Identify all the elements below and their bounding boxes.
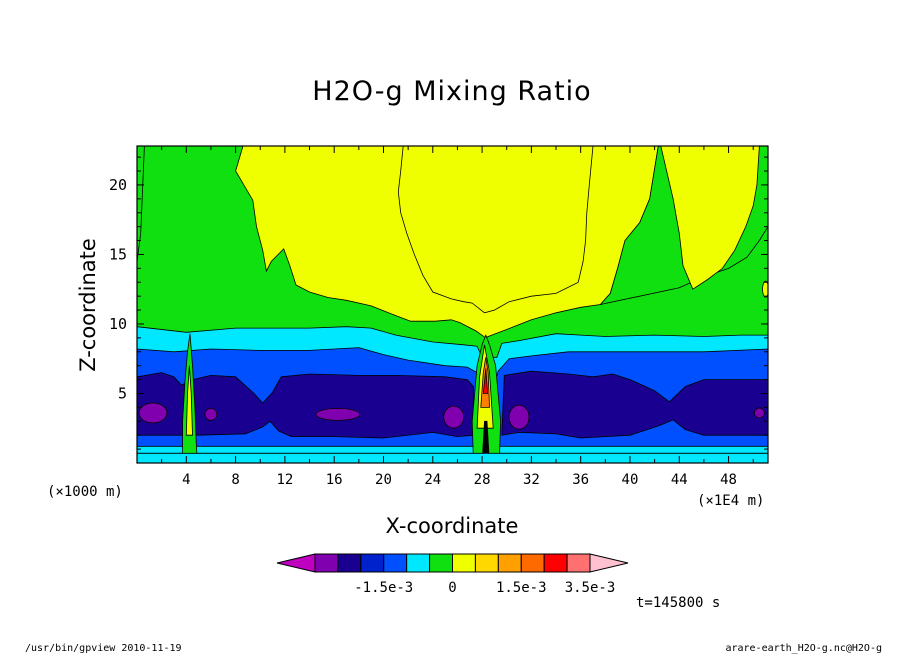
- time-label: t=145800 s: [636, 595, 721, 611]
- colorbar-box: [429, 553, 454, 573]
- x-tick-label: 24: [424, 472, 441, 488]
- purple-minimum-5: [508, 404, 530, 430]
- colorbar-tick-label: 1.5e-3: [496, 580, 547, 596]
- x-tick-label: 32: [523, 472, 540, 488]
- y-tick-label: 10: [109, 315, 127, 333]
- y-tick-label: 15: [109, 245, 127, 263]
- colorbar-box: [520, 553, 545, 573]
- x-tick-label: 4: [182, 472, 190, 488]
- cyan-floor: [137, 452, 768, 463]
- plot-frame: [136, 145, 769, 464]
- x-tick-label: 20: [375, 472, 392, 488]
- colorbar-box: [360, 553, 385, 573]
- purple-minimum-4: [443, 405, 465, 429]
- y-axis-unit: (×1E4 m): [697, 493, 765, 509]
- colorbar-tick-label: 3.5e-3: [565, 580, 616, 596]
- purple-minimum-3: [315, 407, 361, 421]
- colorbar-box: [383, 553, 408, 573]
- x-tick-label: 44: [671, 472, 688, 488]
- colorbar-box: [543, 553, 568, 573]
- colorbar-tick-label: 0: [448, 580, 456, 596]
- red-plume-center: [482, 368, 489, 394]
- y-axis-label: Z-coordinate: [76, 238, 100, 372]
- yellow-region-center: [397, 146, 594, 314]
- navy-core-left: [137, 372, 474, 439]
- purple-minimum-2: [204, 407, 218, 421]
- colorbar-box: [314, 553, 339, 573]
- x-tick-label: 16: [326, 472, 343, 488]
- yellow-region-right: [660, 146, 760, 290]
- dark-plume-center: [481, 420, 490, 463]
- colorbar-box: [406, 553, 431, 573]
- x-axis-unit: (×1000 m): [47, 484, 123, 500]
- colorbar-box: [337, 553, 362, 573]
- purple-minimum-6: [753, 407, 765, 419]
- colorbar-arrow-low: [276, 553, 316, 573]
- y-tick-label: 5: [118, 384, 127, 402]
- navy-core-right: [501, 370, 768, 439]
- colorbar-box: [452, 553, 476, 573]
- footer-right: arare-earth_H2O-g.nc@H2O-g: [725, 643, 882, 654]
- y-tick-label: 20: [109, 176, 127, 194]
- x-tick-label: 40: [622, 472, 639, 488]
- colorbar-arrow-high: [589, 553, 629, 573]
- yellow-edge-right: [762, 280, 768, 298]
- colorbar-tick-label: -1.5e-3: [354, 580, 413, 596]
- x-tick-label: 28: [474, 472, 491, 488]
- colorbar-box: [474, 553, 499, 573]
- contour-fields: [137, 146, 768, 463]
- x-tick-label: 12: [276, 472, 293, 488]
- purple-minimum-1: [138, 402, 168, 424]
- footer-left: /usr/bin/gpview 2010-11-19: [25, 643, 182, 654]
- chart-title: H2O-g Mixing Ratio: [312, 76, 592, 107]
- colorbar-box: [497, 553, 522, 573]
- x-axis-label: X-coordinate: [385, 514, 519, 538]
- x-tick-label: 8: [231, 472, 239, 488]
- green-edge-left: [137, 146, 145, 262]
- x-tick-label: 48: [720, 472, 737, 488]
- yellow-plume-left: [185, 365, 193, 436]
- colorbar-box: [566, 553, 591, 573]
- colorbar: -1.5e-3 0 1.5e-3 3.5e-3: [276, 553, 629, 596]
- x-tick-label: 36: [572, 472, 589, 488]
